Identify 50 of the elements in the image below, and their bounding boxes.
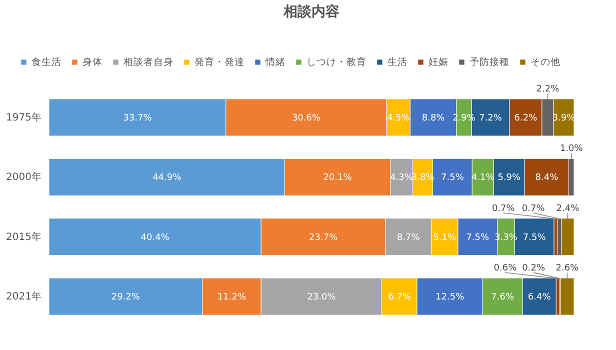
data-label: 7.5%: [466, 232, 490, 243]
data-label: 6.7%: [388, 292, 412, 303]
data-label: 0.6%: [494, 264, 518, 274]
legend-label: しつけ・教育: [306, 56, 366, 68]
data-label: 23.7%: [309, 232, 338, 243]
legend-label: 相談者自身: [124, 56, 174, 68]
chart-title: 相談内容: [282, 3, 340, 20]
data-label: 5.1%: [433, 232, 456, 243]
data-label: 2.6%: [556, 264, 580, 274]
data-label: 0.2%: [522, 264, 546, 274]
y-tick-label: 2021年: [6, 290, 42, 303]
data-label: 20.1%: [323, 173, 352, 184]
legend-label: 発育・発達: [194, 56, 244, 68]
data-label: 23.0%: [307, 292, 336, 303]
legend-label: 情緒: [264, 56, 286, 68]
data-label: 1.0%: [560, 144, 584, 154]
bar: [560, 278, 574, 316]
data-label: 0.7%: [492, 204, 516, 214]
data-label: 44.9%: [152, 173, 182, 184]
data-label: 7.6%: [491, 292, 514, 303]
data-label: 7.5%: [522, 232, 546, 243]
data-label: 7.2%: [479, 113, 502, 124]
data-label: 7.5%: [441, 173, 464, 184]
data-label: 11.2%: [217, 292, 246, 303]
data-label: 40.4%: [140, 232, 170, 243]
legend-label: 食生活: [32, 56, 62, 68]
data-label: 4.3%: [390, 173, 414, 184]
y-tick-label: 2015年: [6, 230, 42, 243]
legend-label: 妊娠: [428, 57, 448, 68]
y-tick-label: 2000年: [6, 171, 42, 184]
legend-label: 予防接種: [470, 56, 510, 68]
data-label: 30.6%: [292, 113, 321, 124]
legend-label: 生活: [388, 56, 408, 68]
data-label: 2.2%: [536, 84, 560, 94]
data-label: 8.8%: [422, 113, 446, 124]
data-label: 0.7%: [522, 204, 546, 214]
bar: [561, 218, 574, 256]
data-label: 12.5%: [436, 292, 465, 303]
y-tick-label: 1975年: [6, 111, 42, 124]
data-label: 33.7%: [123, 113, 152, 124]
data-label: 6.2%: [514, 113, 538, 124]
data-label: 8.4%: [535, 173, 559, 184]
data-label: 5.9%: [498, 173, 522, 184]
data-label: 6.4%: [528, 292, 552, 303]
legend-label: その他: [530, 56, 560, 68]
legend-label: 身体: [82, 56, 102, 68]
data-label: 4.5%: [386, 113, 410, 124]
data-label: 29.2%: [111, 292, 140, 303]
data-label: 2.4%: [556, 204, 580, 214]
data-label: 8.7%: [396, 232, 420, 243]
